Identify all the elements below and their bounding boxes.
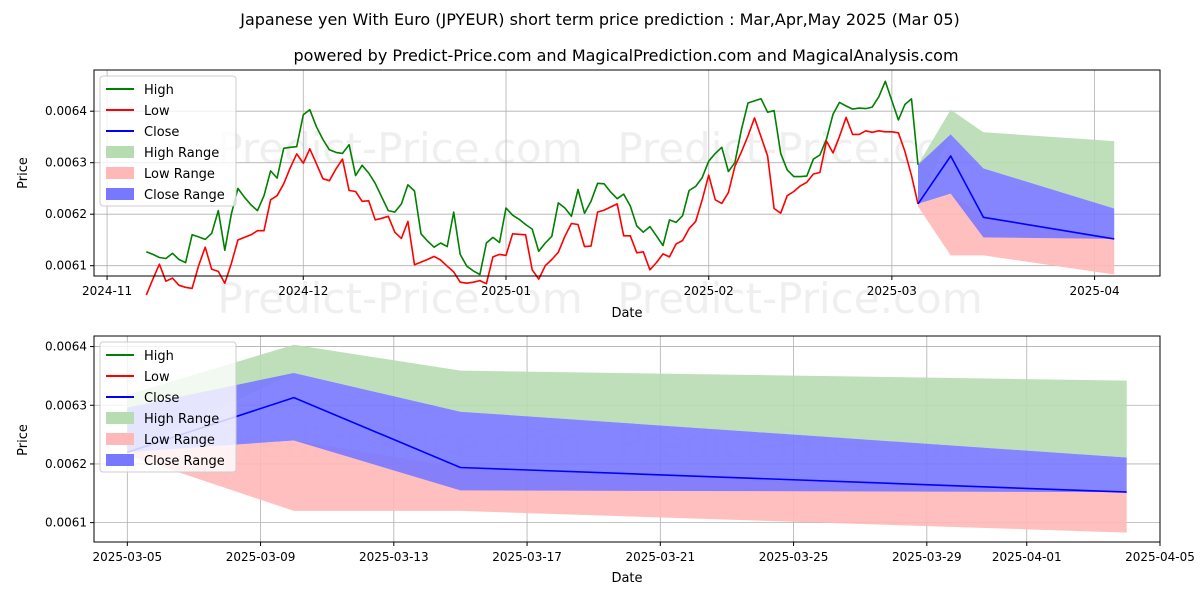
legend-label: Low Range [144, 433, 215, 448]
x-tick-label: 2025-03-13 [359, 550, 429, 564]
legend-label: Close [144, 391, 179, 406]
x-tick-label: 2025-04 [1070, 284, 1120, 298]
close-range-band [918, 134, 1115, 239]
legend-label: Low [144, 370, 170, 385]
legend-label: High Range [144, 412, 219, 427]
y-axis-label: Price [16, 424, 31, 456]
close-range-band [127, 373, 1127, 493]
legend-label: Close Range [144, 188, 225, 203]
x-axis-label: Date [611, 571, 642, 586]
high-range-band [127, 344, 1127, 458]
high-series-line [146, 80, 919, 276]
low-series-line [145, 116, 919, 296]
chart-title: Japanese yen With Euro (JPYEUR) short te… [239, 10, 960, 29]
watermark: Predict-Price.com [217, 124, 582, 173]
x-tick-label: 2025-03-05 [92, 550, 162, 564]
legend-label: High [144, 349, 174, 364]
close-series-line [917, 155, 1115, 240]
y-tick-label: 0.0062 [45, 207, 87, 221]
plot-frame [93, 69, 1161, 277]
legend-label: High [144, 83, 174, 98]
legend-patch-swatch [106, 454, 134, 466]
legend-label: Low Range [144, 167, 215, 182]
legend-patch-swatch [106, 433, 134, 445]
high-range-band [918, 109, 1115, 209]
legend-patch-swatch [106, 167, 134, 179]
legend-label: High Range [144, 146, 219, 161]
x-tick-label: 2025-03-09 [226, 550, 296, 564]
x-tick-label: 2025-03 [867, 284, 917, 298]
legend-patch-swatch [106, 146, 134, 158]
legend-patch-swatch [106, 188, 134, 200]
x-tick-label: 2025-04-05 [1125, 550, 1195, 564]
y-tick-label: 0.0061 [45, 259, 87, 273]
history-panel: Predict-Price.com Predict-Price.com Pred… [16, 69, 1161, 323]
x-tick-label: 2025-04-01 [992, 550, 1062, 564]
y-tick-label: 0.0061 [45, 516, 87, 530]
legend-label: Close Range [144, 454, 225, 469]
watermark: Predict-Price.com [617, 274, 982, 323]
forecast-panel: Predict-Price.com Predict-Price.com 2025… [16, 335, 1195, 586]
legend-label: Low [144, 104, 170, 119]
y-tick-label: 0.0064 [45, 104, 87, 118]
watermark: Predict-Price.com [217, 274, 582, 323]
y-tick-label: 0.0063 [45, 398, 87, 412]
x-tick-label: 2025-03-25 [759, 550, 829, 564]
x-tick-label: 2025-03-29 [892, 550, 962, 564]
x-tick-label: 2025-01 [481, 284, 531, 298]
chart-subtitle: powered by Predict-Price.com and Magical… [293, 46, 958, 65]
legend-patch-swatch [106, 412, 134, 424]
x-axis-label: Date [611, 306, 642, 321]
y-axis-label: Price [16, 157, 31, 189]
x-tick-label: 2025-03-21 [625, 550, 695, 564]
y-tick-label: 0.0064 [45, 340, 87, 354]
x-tick-label: 2024-12 [278, 284, 328, 298]
y-tick-label: 0.0063 [45, 156, 87, 170]
plot-frame [93, 335, 1161, 543]
x-tick-label: 2024-11 [82, 284, 132, 298]
y-tick-label: 0.0062 [45, 457, 87, 471]
x-tick-label: 2025-03-17 [492, 550, 562, 564]
legend-label: Close [144, 125, 179, 140]
x-tick-label: 2025-02 [684, 284, 734, 298]
